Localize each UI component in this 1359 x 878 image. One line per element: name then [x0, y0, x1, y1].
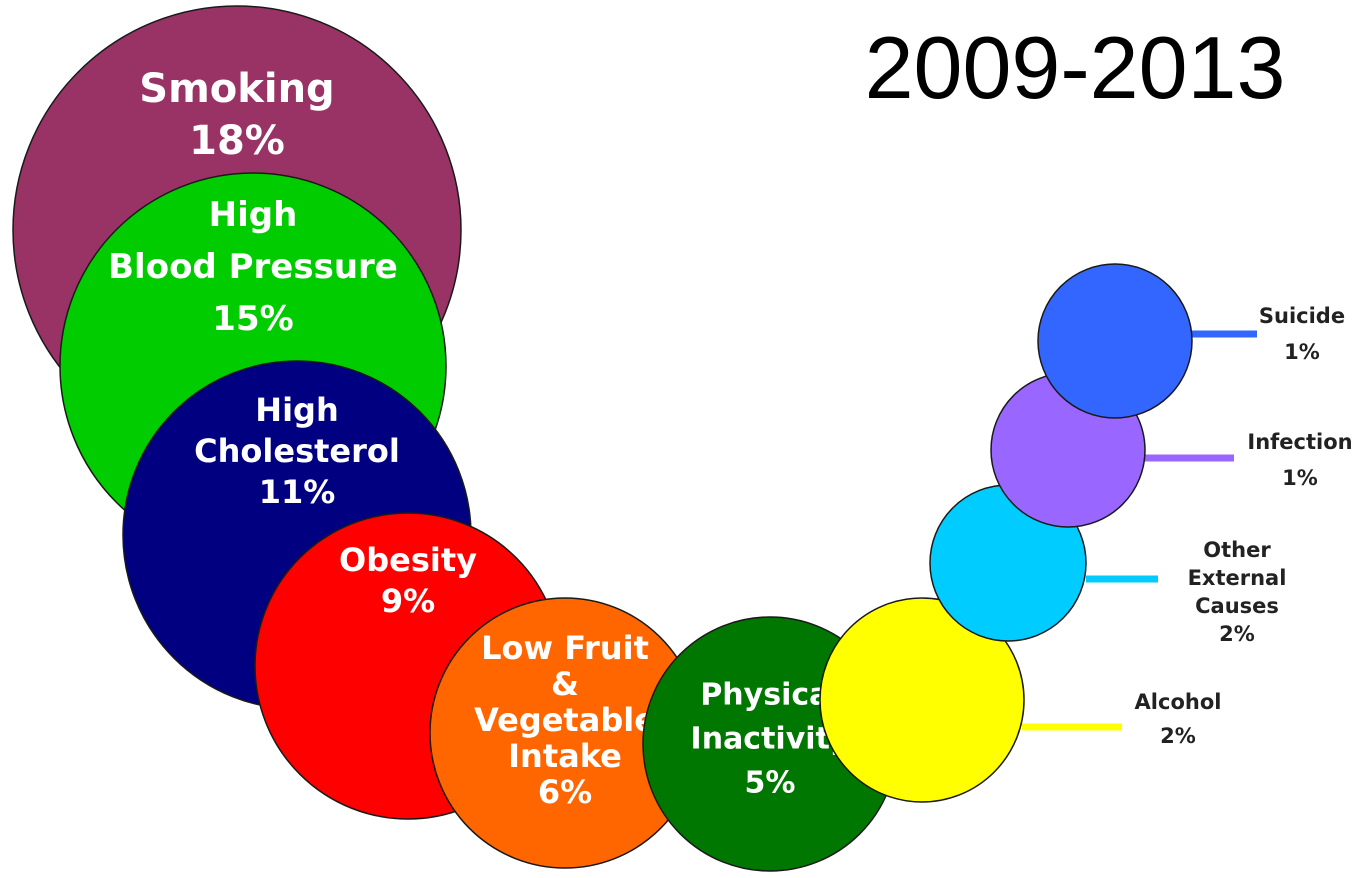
bubble-label-low-fruit-vegetable-intake: Intake [508, 737, 622, 775]
bubble-label-low-fruit-vegetable-intake: Low Fruit [481, 629, 649, 667]
bubble-alcohol [819, 597, 1025, 803]
bubble-suicide [1037, 263, 1193, 419]
bubble-value-physical-inactivity: 5% [745, 766, 796, 801]
bubble-label-physical-inactivity: Physical [700, 678, 839, 713]
side-label-other-external-causes: Other [1203, 538, 1271, 562]
bubble-label-high-blood-pressure: High [209, 195, 298, 235]
bubble-value-obesity: 9% [381, 582, 435, 620]
bubble-value-low-fruit-vegetable-intake: 6% [538, 773, 592, 811]
side-value-suicide: 1% [1284, 340, 1320, 364]
side-label-alcohol: Alcohol [1135, 690, 1222, 714]
side-label-infection: Infection [1247, 430, 1352, 454]
side-label-other-external-causes: Causes [1195, 594, 1279, 618]
bubble-label-low-fruit-vegetable-intake: & [551, 665, 579, 703]
bubble-value-high-cholesterol: 11% [259, 473, 336, 511]
bubble-label-low-fruit-vegetable-intake: Vegetable [474, 701, 656, 739]
side-value-other-external-causes: 2% [1219, 622, 1255, 646]
side-value-infection: 1% [1282, 466, 1318, 490]
bubble-label-high-blood-pressure: Blood Pressure [108, 247, 398, 287]
bubble-label-high-cholesterol: Cholesterol [194, 432, 400, 470]
bubble-label-obesity: Obesity [339, 541, 477, 579]
side-label-other-external-causes: External [1188, 566, 1287, 590]
chart-title: 2009-2013 [865, 18, 1286, 117]
bubble-value-smoking: 18% [189, 118, 285, 164]
side-label-suicide: Suicide [1259, 304, 1345, 328]
bubble-label-smoking: Smoking [139, 66, 334, 112]
side-value-alcohol: 2% [1160, 724, 1196, 748]
bubble-value-high-blood-pressure: 15% [212, 299, 293, 339]
bubble-label-high-cholesterol: High [255, 391, 338, 429]
